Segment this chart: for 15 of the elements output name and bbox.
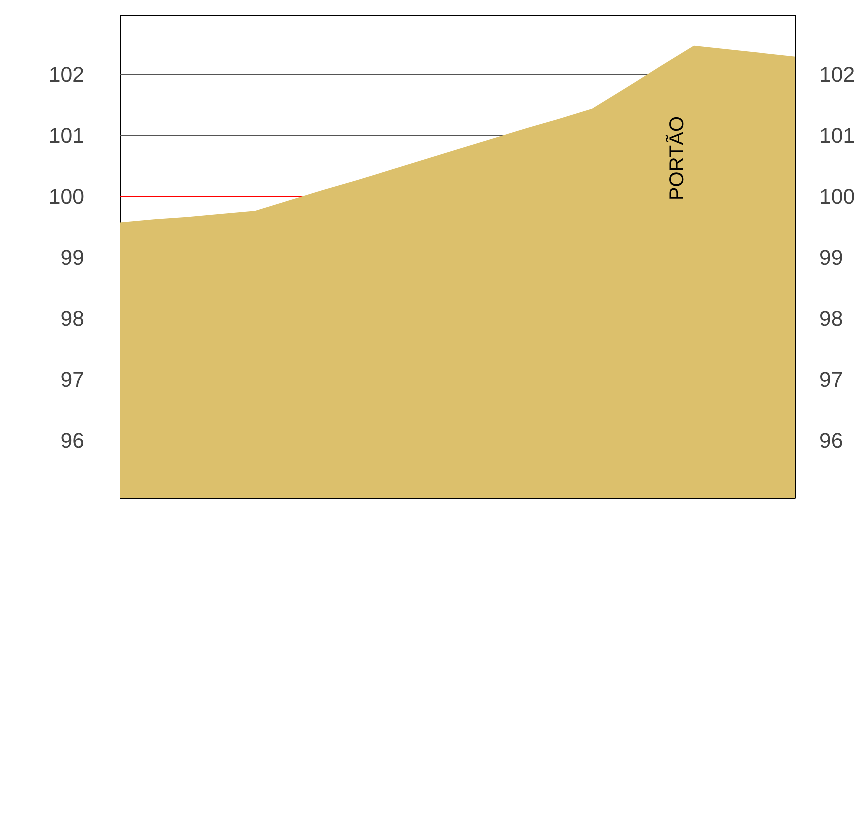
y-tick-label: 100 [48, 185, 85, 210]
y2-tick-label: 96 [820, 429, 844, 454]
y-tick-label: 102 [48, 63, 85, 88]
y-tick-label: 97 [60, 368, 85, 392]
y2-tick-label: 98 [820, 307, 844, 332]
y2-tick-label: 100 [820, 185, 856, 210]
y2-tick-label: 99 [820, 246, 844, 270]
y-tick-label: 98 [60, 307, 85, 332]
y2-tick-label: 97 [820, 368, 844, 392]
y-tick-label: 99 [60, 246, 85, 270]
y2-tick-label: 101 [820, 124, 856, 148]
y-tick-label: 101 [48, 124, 85, 148]
y-tick-label: 96 [60, 429, 85, 454]
annotation: PORTÃO [666, 116, 688, 201]
y2-tick-label: 102 [820, 63, 856, 88]
